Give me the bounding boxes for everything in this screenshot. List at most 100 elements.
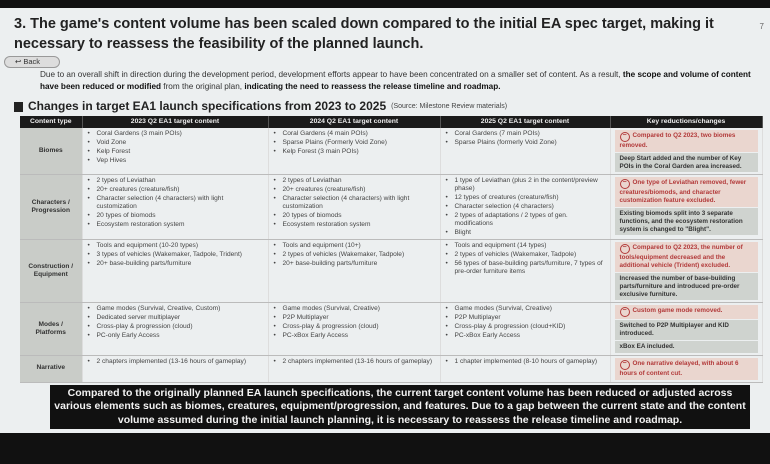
content-type-cell: Narrative [20,355,83,383]
column-header: 2023 Q2 EA1 target content [82,116,269,128]
list-item: 20+ base-building parts/furniture [273,260,436,268]
list-item: 20+ creatures (creature/fish) [87,186,264,194]
change-note: Switched to P2P Multiplayer and KID intr… [614,320,758,340]
section-title: Changes in target EA1 launch specificati… [28,99,387,113]
table-row: Narrative 2 chapters implemented (13-16 h… [20,355,763,383]
list-item: Kelp Forest [87,148,264,156]
list-item: 12 types of creatures (creature/fish) [445,194,606,202]
list-item: 3 types of vehicles (Wakemaker, Tadpole,… [87,251,264,259]
intro-text: from the original plan, [161,82,245,91]
table-row: Construction / EquipmentTools and equipm… [20,239,763,304]
list-item: Coral Gardens (4 main POIs) [273,130,436,138]
changes-cell: Custom game mode removed.Switched to P2P… [610,302,763,356]
changes-cell: Compared to Q2 2023, two biomes removed.… [610,128,763,176]
content-cell-2023: Coral Gardens (3 main POIs)Void ZoneKelp… [82,128,269,176]
content-cell-2023: Game modes (Survival, Creative, Custom)D… [82,302,269,356]
intro-bold: indicating the need to reassess the rele… [244,82,501,91]
content-type-cell: Modes / Platforms [20,302,83,356]
content-cell-2024: Tools and equipment (10+)2 types of vehi… [268,239,441,304]
intro-paragraph: Due to an overall shift in direction dur… [40,69,760,93]
content-type-cell: Biomes [20,128,83,176]
list-item: 20 types of biomods [273,212,436,220]
list-item: Blight [445,229,606,237]
content-type-cell: Characters / Progression [20,174,83,241]
change-note: xBox EA included. [614,340,758,353]
list-item: Void Zone [87,139,264,147]
list-item: Game modes (Survival, Creative) [273,305,436,313]
list-item: 2 chapters implemented (13-16 hours of g… [273,358,436,366]
list-item: 1 chapter implemented (8-10 hours of gam… [445,358,606,366]
page-number: 7 [759,22,764,31]
list-item: 2 types of vehicles (Wakemaker, Tadpole) [273,251,436,259]
list-item: Character selection (4 characters) [445,203,606,211]
list-item: 20 types of biomods [87,212,264,220]
reduction-note: Custom game mode removed. [614,305,758,320]
list-item: 20+ creatures (creature/fish) [273,186,436,194]
content-cell-2024: 2 chapters implemented (13-16 hours of g… [268,355,441,383]
section-heading: Changes in target EA1 launch specificati… [14,99,762,114]
changes-cell: Compared to Q2 2023, the number of tools… [610,239,763,304]
reduction-note: Compared to Q2 2023, two biomes removed. [614,130,758,152]
changes-cell: One narrative delayed, with about 6 hour… [610,355,763,383]
back-button[interactable]: ↩ Back [4,56,60,68]
list-item: Character selection (4 characters) with … [273,195,436,211]
column-header: Key reductions/changes [610,116,763,128]
content-cell-2024: Coral Gardens (4 main POIs)Sparse Plains… [268,128,441,176]
list-item: Ecosystem restoration system [87,221,264,229]
list-item: 2 types of vehicles (Wakemaker, Tadpole) [445,251,606,259]
column-header: 2024 Q2 EA1 target content [268,116,441,128]
list-item: Kelp Forest (3 main POIs) [273,148,436,156]
list-item: Cross-play & progression (cloud) [273,323,436,331]
summary-box: Compared to the originally planned EA la… [50,384,750,430]
page-title: 3. The game's content volume has been sc… [14,16,714,52]
list-item: 2 types of Leviathan [273,177,436,185]
list-item: 2 types of adaptations / 2 types of gen.… [445,212,606,228]
column-header: 2025 Q2 EA1 target content [440,116,611,128]
list-item: Ecosystem restoration system [273,221,436,229]
list-item: Tools and equipment (10+) [273,242,436,250]
content-cell-2024: Game modes (Survival, Creative)P2P Multi… [268,302,441,356]
list-item: P2P Multiplayer [273,314,436,322]
spec-table: Content type 2023 Q2 EA1 target content 20… [20,116,763,383]
list-item: Coral Gardens (7 main POIs) [445,130,606,138]
list-item: Cross-play & progression (cloud) [87,323,264,331]
table-row: BiomesCoral Gardens (3 main POIs)Void Zo… [20,128,763,176]
list-item: Sparse Plains (Formerly Void Zone) [273,139,436,147]
list-item: Sparse Plains (formerly Void Zone) [445,139,606,147]
intro-text: Due to an overall shift in direction dur… [40,70,623,79]
list-item: Character selection (4 characters) with … [87,195,264,211]
list-item: 56 types of base-building parts/furnitur… [445,260,606,276]
changes-cell: One type of Leviathan removed, fewer cre… [610,174,763,241]
section-source: (Source: Milestone Review materials) [391,103,508,110]
change-note: Deep Start added and the number of Key P… [614,152,758,173]
list-item: PC-only Early Access [87,332,264,340]
intro-bold: the scope and volume of content have bee… [40,70,751,91]
list-item: Cross-play & progression (cloud+KID) [445,323,606,331]
list-item: Game modes (Survival, Creative, Custom) [87,305,264,313]
content-cell-2023: 2 chapters implemented (13-16 hours of g… [82,355,269,383]
list-item: PC-xBox Early Access [273,332,436,340]
content-cell-2023: 2 types of Leviathan20+ creatures (creat… [82,174,269,241]
list-item: Vep Hives [87,157,264,165]
list-item: 2 types of Leviathan [87,177,264,185]
table-row: Characters / Progression2 types of Levia… [20,174,763,241]
column-header: Content type [20,116,83,128]
reduction-note: One narrative delayed, with about 6 hour… [614,357,758,380]
square-bullet-icon [14,101,23,112]
content-cell-2024: 2 types of Leviathan20+ creatures (creat… [268,174,441,241]
content-cell-2025: 1 chapter implemented (8-10 hours of gam… [440,355,611,383]
list-item: 20+ base-building parts/furniture [87,260,264,268]
reduction-note: Compared to Q2 2023, the number of tools… [614,242,758,272]
list-item: PC-xBox Early Access [445,332,606,340]
change-note: Existing biomods split into 3 separate f… [614,207,758,236]
content-cell-2025: Tools and equipment (14 types)2 types of… [440,239,611,304]
list-item: 2 chapters implemented (13-16 hours of g… [87,358,264,366]
list-item: 1 type of Leviathan (plus 2 in the conte… [445,177,606,193]
list-item: Dedicated server multiplayer [87,314,264,322]
table-row: Modes / PlatformsGame modes (Survival, C… [20,302,763,356]
content-cell-2025: Coral Gardens (7 main POIs)Sparse Plains… [440,128,611,176]
content-cell-2025: Game modes (Survival, Creative)P2P Multi… [440,302,611,356]
change-note: Increased the number of base-building pa… [614,272,758,301]
slide: 3. The game's content volume has been sc… [0,8,770,434]
list-item: Tools and equipment (14 types) [445,242,606,250]
